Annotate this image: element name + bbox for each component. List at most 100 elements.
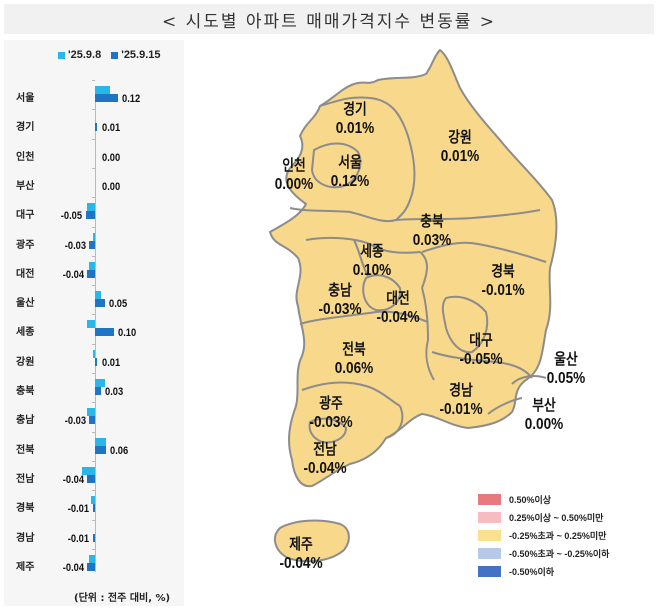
axis-tick (92, 255, 95, 257)
bar-prev-week (93, 349, 95, 358)
bar-curr-week (93, 533, 95, 542)
legend-swatch-prev (58, 51, 65, 59)
value-label: -0.05 (61, 210, 83, 223)
bar-chart-panel: '25.9.8 '25.9.15 서울 0.12 경기 0.01 인천 0.00 부산 0.0… (4, 40, 184, 606)
region-label: 대구 (16, 210, 35, 222)
region-label: 충남 (16, 415, 35, 427)
axis-tick (92, 285, 95, 287)
legend-item-prev-week: '25.9.8 (58, 49, 101, 61)
legend-swatch (478, 547, 501, 559)
value-label: 0.12 (121, 93, 141, 105)
korea-map-shape (269, 49, 558, 563)
region-label: 제주 (16, 561, 35, 573)
region-label: 경기 (16, 122, 35, 134)
bar-prev-week (81, 466, 95, 475)
value-label: 0.01 (102, 122, 121, 135)
value-label: 0.06 (110, 444, 129, 457)
legend-item-curr-week: '25.9.15 (111, 49, 161, 61)
chart-legend: '25.9.8 '25.9.15 (58, 49, 161, 61)
bar-curr-week (95, 94, 118, 102)
legend-swatch (478, 493, 501, 505)
unit-note: (단위 : 전주 대비, %) (74, 593, 171, 604)
map-legend-item: -0.50%이하 (478, 562, 609, 580)
bar-curr-week (89, 416, 95, 425)
bar-prev-week (95, 437, 107, 446)
chart-row: 충남 -0.03 (4, 406, 184, 435)
page-title: < 시도별 아파트 매매가격지수 변동률 > (161, 11, 497, 32)
chart-row: 경기 0.01 (4, 113, 184, 142)
title-bar: < 시도별 아파트 매매가격지수 변동률 > (4, 4, 654, 34)
map-label-incheon: 인천 0.00% (274, 157, 314, 193)
map-label-gwangju: 광주 -0.03% (309, 395, 353, 431)
bar-curr-week (93, 504, 95, 513)
map-label-busan: 부산 0.00% (524, 397, 564, 433)
bar-prev-week (89, 261, 95, 270)
map-color-legend: 0.50%이상 0.25%이상 ~ 0.50%미만 -0.25%초과 ~ 0.2… (478, 490, 609, 580)
axis-tick (92, 80, 95, 81)
region-label: 전남 (16, 473, 35, 485)
region-label: 경북 (16, 503, 35, 515)
bar-curr-week (89, 240, 95, 249)
value-label: 0.01 (102, 356, 121, 369)
map-label-gyeongnam: 경남 -0.01% (439, 382, 483, 418)
chart-axis (95, 102, 96, 572)
bar-prev-week (95, 291, 101, 300)
map-label-jeju: 제주 -0.04% (279, 536, 323, 572)
chart-row: 전북 0.06 (4, 436, 184, 465)
chart-row: 서울 0.12 (4, 84, 184, 113)
map-legend-item: -0.25%초과 ~ 0.25%미만 (478, 526, 609, 544)
chart-row: 제주 -0.04 (4, 553, 184, 582)
axis-tick (92, 460, 95, 462)
value-label: 0.05 (108, 298, 127, 311)
value-label: -0.04 (63, 561, 85, 574)
value-label: 0.00 (102, 180, 121, 193)
map-label-gyeongbuk: 경북 -0.01% (481, 263, 525, 299)
axis-tick (92, 343, 95, 345)
map-label-chungbuk: 충북 0.03% (412, 213, 452, 249)
bar-prev-week (87, 203, 95, 212)
axis-tick (92, 519, 95, 521)
bar-curr-week (87, 562, 95, 571)
axis-tick (92, 490, 95, 492)
map-label-sejong: 세종 0.10% (352, 243, 392, 279)
legend-swatch (478, 511, 501, 523)
region-label: 대전 (16, 268, 35, 280)
bar-curr-week (95, 445, 107, 454)
axis-tick (92, 431, 95, 433)
value-label: -0.01 (67, 532, 89, 545)
chart-row: 강원 0.01 (4, 348, 184, 377)
region-label: 충북 (16, 386, 35, 397)
region-label: 세종 (16, 327, 35, 339)
bar-curr-week (95, 328, 114, 337)
chart-row: 세종 0.10 (4, 318, 184, 347)
map-legend-item: 0.25%이상 ~ 0.50%미만 (478, 508, 609, 526)
legend-swatch (478, 565, 501, 577)
map-label-gyeonggi: 경기 0.01% (335, 101, 375, 137)
chart-row: 경남 -0.01 (4, 524, 184, 553)
bar-curr-week (95, 123, 97, 132)
chart-row: 전남 -0.04 (4, 465, 184, 494)
axis-tick (92, 109, 95, 111)
value-label: 0.03 (104, 386, 123, 398)
region-label: 인천 (16, 151, 35, 163)
region-label: 부산 (16, 180, 35, 192)
bar-prev-week (95, 379, 105, 387)
bar-curr-week (87, 269, 95, 278)
bar-curr-week (87, 474, 95, 483)
bar-curr-week (95, 387, 101, 395)
bar-prev-week (87, 408, 95, 417)
korea-map (250, 40, 590, 585)
axis-tick (92, 226, 95, 228)
legend-swatch-curr (111, 51, 119, 59)
bar-prev-week (89, 554, 95, 563)
legend-label-prev: '25.9.8 (68, 49, 102, 61)
value-label: -0.04 (63, 268, 85, 281)
axis-tick (92, 314, 95, 316)
map-label-daegu: 대구 -0.05% (459, 332, 503, 368)
bar-prev-week (87, 320, 95, 329)
map-label-jeonnam: 전남 -0.04% (303, 441, 347, 477)
chart-row: 인천 0.00 (4, 143, 184, 172)
axis-tick (92, 373, 95, 374)
legend-swatch (478, 529, 501, 541)
axis-tick (92, 197, 95, 199)
